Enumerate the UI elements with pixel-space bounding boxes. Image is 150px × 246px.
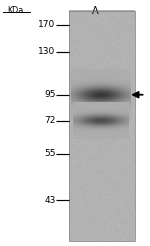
Text: 130: 130 — [38, 47, 56, 56]
Text: 72: 72 — [44, 116, 56, 125]
Text: A: A — [92, 6, 99, 16]
Bar — [69, 11, 135, 241]
Text: 95: 95 — [44, 90, 56, 99]
Text: 170: 170 — [38, 20, 56, 29]
Text: KDa: KDa — [7, 6, 23, 15]
Text: 55: 55 — [44, 149, 56, 158]
Text: 43: 43 — [44, 196, 56, 205]
